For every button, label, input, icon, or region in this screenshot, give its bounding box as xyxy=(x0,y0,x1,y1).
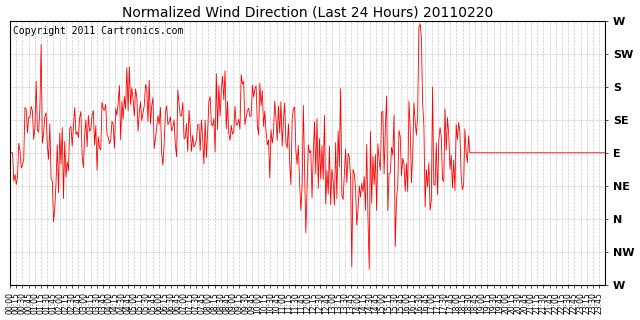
Title: Normalized Wind Direction (Last 24 Hours) 20110220: Normalized Wind Direction (Last 24 Hours… xyxy=(122,5,493,20)
Text: Copyright 2011 Cartronics.com: Copyright 2011 Cartronics.com xyxy=(13,26,184,36)
